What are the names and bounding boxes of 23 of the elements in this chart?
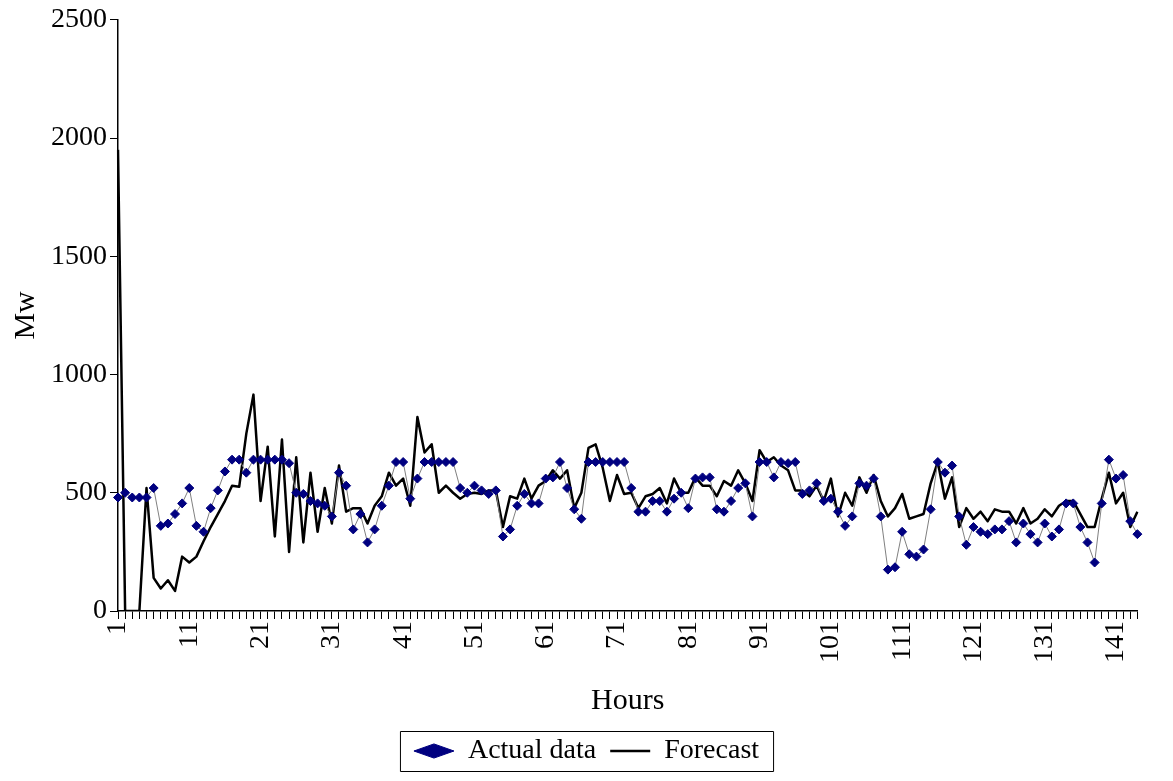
legend-label: Forecast (664, 733, 760, 765)
y-tick-label: 1000 (51, 356, 107, 388)
x-tick-label: 51 (456, 621, 488, 649)
y-tick-label: 2500 (51, 2, 107, 34)
y-tick-label: 500 (65, 475, 107, 507)
x-tick-label: 101 (813, 621, 845, 663)
x-tick-label: 121 (955, 621, 987, 663)
x-tick-label: 141 (1098, 621, 1130, 663)
x-tick-label: 91 (741, 621, 773, 649)
x-tick-label: 71 (599, 621, 631, 649)
x-tick-label: 31 (314, 621, 346, 649)
x-axis-title: Hours (591, 681, 665, 715)
y-tick-label: 2000 (51, 120, 107, 152)
x-tick-label: 61 (528, 621, 560, 649)
x-tick-label: 41 (385, 621, 417, 649)
x-tick-label: 11 (171, 621, 203, 648)
x-tick-label: 111 (884, 621, 916, 661)
legend-label: Actual data (467, 733, 597, 765)
x-tick-label: 21 (242, 621, 274, 649)
y-tick-label: 1500 (51, 238, 107, 270)
x-tick-label: 81 (670, 621, 702, 649)
x-tick-label: 131 (1027, 621, 1059, 663)
y-axis-title: Mw (6, 290, 40, 340)
